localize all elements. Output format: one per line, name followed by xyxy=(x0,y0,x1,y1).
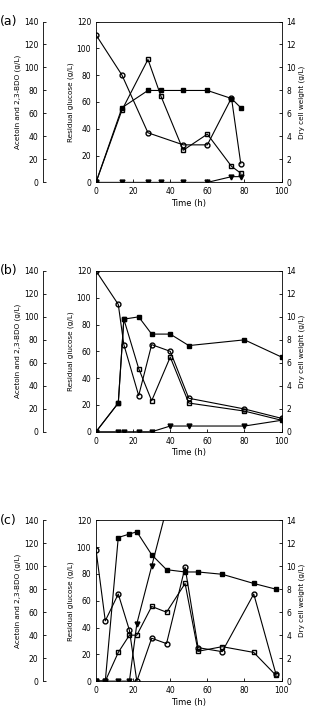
Y-axis label: Dry cell weight (g/L): Dry cell weight (g/L) xyxy=(299,65,305,138)
Y-axis label: Acetoin and 2,3-BDO (g/L): Acetoin and 2,3-BDO (g/L) xyxy=(15,554,21,648)
Y-axis label: Acetoin and 2,3-BDO (g/L): Acetoin and 2,3-BDO (g/L) xyxy=(15,54,21,149)
Y-axis label: Residual glucose (g/L): Residual glucose (g/L) xyxy=(68,311,74,391)
Y-axis label: Residual glucose (g/L): Residual glucose (g/L) xyxy=(68,62,74,142)
X-axis label: Time (h): Time (h) xyxy=(171,199,206,208)
Text: (a): (a) xyxy=(0,15,17,28)
Text: (c): (c) xyxy=(0,514,16,527)
Y-axis label: Dry cell weight (g/L): Dry cell weight (g/L) xyxy=(299,315,305,388)
X-axis label: Time (h): Time (h) xyxy=(171,448,206,457)
Text: (b): (b) xyxy=(0,265,17,277)
X-axis label: Time (h): Time (h) xyxy=(171,698,206,707)
Y-axis label: Residual glucose (g/L): Residual glucose (g/L) xyxy=(68,561,74,640)
Y-axis label: Dry cell weight (g/L): Dry cell weight (g/L) xyxy=(299,564,305,637)
Y-axis label: Acetoin and 2,3-BDO (g/L): Acetoin and 2,3-BDO (g/L) xyxy=(15,304,21,399)
